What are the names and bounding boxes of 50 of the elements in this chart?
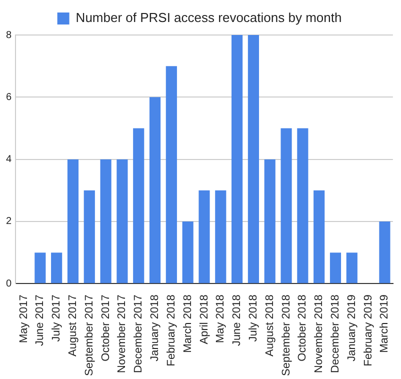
bar	[67, 159, 79, 284]
x-tick-label: September 2017	[83, 294, 96, 376]
x-tick-label: January 2019	[346, 294, 358, 362]
x-tick-label: July 2018	[247, 294, 260, 342]
y-tick-label: 8	[6, 30, 12, 41]
bar	[116, 159, 128, 284]
x-tick-label: October 2018	[296, 294, 309, 362]
x-tick-label: October 2017	[100, 294, 112, 362]
x-tick-label: May 2017	[18, 294, 30, 343]
y-tick-label: 6	[6, 92, 12, 103]
y-tick-label: 0	[6, 278, 12, 290]
bar	[166, 66, 177, 284]
x-tick-label: September 2018	[280, 294, 292, 376]
legend-label: Number of PRSI access revocations by month	[76, 10, 342, 26]
bar	[248, 35, 259, 284]
x-tick-label: April 2018	[198, 294, 210, 344]
y-tick-label: 4	[6, 154, 12, 166]
bar	[215, 190, 226, 284]
x-tick-label: December 2018	[330, 294, 342, 373]
bar	[133, 128, 144, 284]
bar	[330, 252, 342, 284]
x-tick-label: June 2018	[231, 294, 244, 346]
bar	[51, 252, 62, 284]
bar	[198, 190, 210, 284]
x-tick-label: February 2018	[165, 294, 178, 366]
bar	[84, 190, 95, 284]
x-tick-label: May 2018	[214, 294, 227, 343]
bar	[100, 159, 112, 284]
bar	[379, 222, 390, 284]
bar	[264, 159, 276, 284]
bar	[346, 252, 358, 284]
x-tick-label: November 2018	[313, 294, 326, 373]
bar	[297, 128, 308, 284]
x-tick-label: March 2019	[378, 294, 391, 353]
x-tick-label: February 2019	[362, 294, 374, 366]
bar	[280, 128, 292, 284]
bar	[314, 190, 325, 284]
x-tick-label: August 2018	[264, 294, 276, 356]
x-tick-label: August 2017	[67, 294, 80, 356]
x-tick-label: December 2017	[132, 294, 145, 373]
x-tick-label: November 2017	[116, 294, 128, 373]
y-tick-label: 2	[6, 216, 12, 228]
bar	[34, 252, 46, 284]
x-tick-label: March 2018	[182, 294, 194, 353]
x-tick-label: July 2017	[50, 294, 63, 342]
bar	[149, 97, 161, 284]
x-tick-label: June 2017	[34, 294, 46, 346]
x-tick-label: January 2018	[149, 294, 162, 362]
bar	[232, 35, 243, 284]
bar	[182, 222, 194, 284]
